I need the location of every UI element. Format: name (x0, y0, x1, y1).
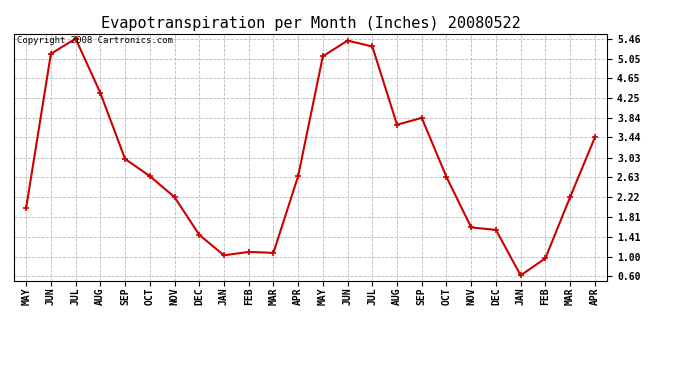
Text: Copyright 2008 Cartronics.com: Copyright 2008 Cartronics.com (17, 36, 172, 45)
Title: Evapotranspiration per Month (Inches) 20080522: Evapotranspiration per Month (Inches) 20… (101, 16, 520, 31)
